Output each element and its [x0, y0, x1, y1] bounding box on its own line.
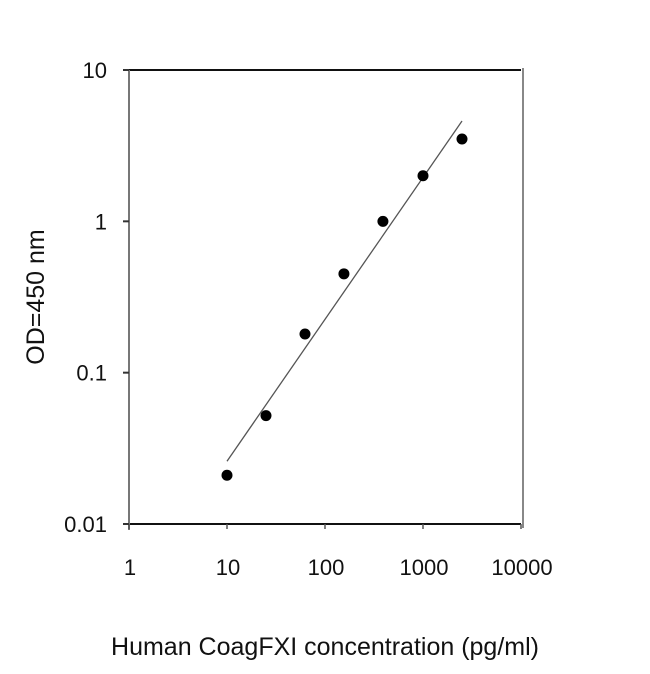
data-point [377, 215, 389, 227]
x-tick-label: 10000 [491, 555, 552, 580]
y-axis-title: OD=450 nm [22, 229, 50, 365]
data-point [456, 133, 468, 145]
data-point [299, 328, 311, 340]
data-point [260, 410, 272, 422]
data-point [417, 170, 429, 182]
data-point [221, 469, 233, 481]
data-points [221, 133, 468, 481]
tick-labels: 1 10 100 1000 10000 0.01 0.1 1 10 [64, 58, 552, 580]
data-point [338, 268, 350, 280]
x-tick-label: 100 [308, 555, 345, 580]
plot-frame [123, 68, 524, 530]
y-tick-label: 0.01 [64, 512, 107, 537]
y-tick-label: 10 [83, 58, 107, 83]
x-tick-label: 1 [124, 555, 136, 580]
x-tick-label: 10 [216, 555, 240, 580]
axis-ticks [123, 69, 522, 529]
x-tick-label: 1000 [400, 555, 449, 580]
x-axis-title: Human CoagFXI concentration (pg/ml) [111, 633, 539, 661]
y-tick-label: 0.1 [76, 361, 107, 386]
y-tick-label: 1 [95, 209, 107, 234]
